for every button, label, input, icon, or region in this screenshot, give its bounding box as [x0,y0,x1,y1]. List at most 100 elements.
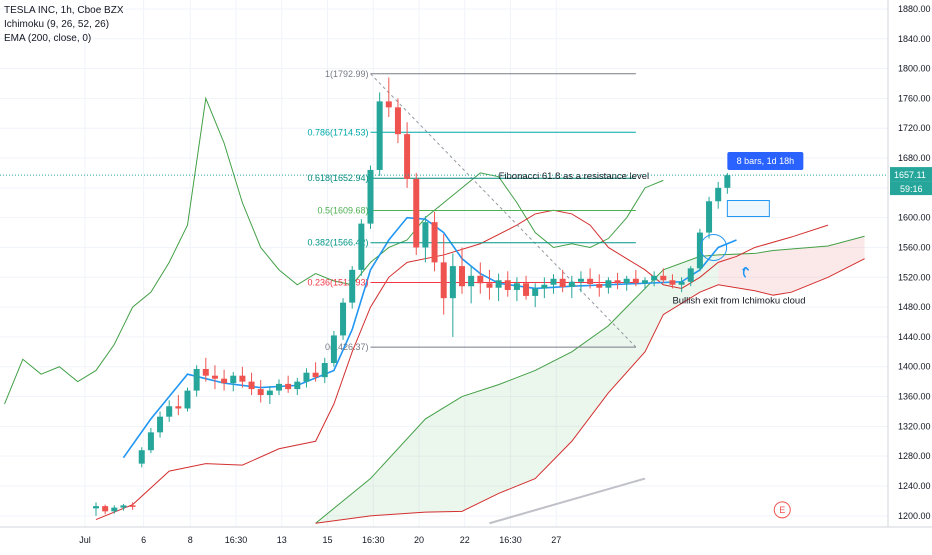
candle [577,271,584,293]
candle-body [660,275,667,281]
fibonacci-retracement[interactable]: 1(1792.99) 0.786(1714.53) 0.618(1652.94) 0.… [307,69,637,352]
candle [111,505,118,514]
candle-body [642,280,648,284]
fib-level-0.5-label: 0.5(1609.68) [317,205,368,215]
candle [532,283,539,308]
cloud-bearish [718,236,865,296]
candle [559,269,566,293]
candle [504,271,511,297]
time-axis[interactable]: Jul 6 8 16:30 13 15 16:30 20 22 16:30 27 [0,526,932,545]
candle-body [550,278,557,285]
candlesticks [93,77,731,516]
candle-body [532,288,539,296]
fib-level-0.236-label: 0.236(1512.93) [307,278,368,288]
candle [276,379,282,396]
candle-body [577,278,584,282]
candle [394,98,401,144]
candle-body [523,283,530,296]
candle [120,503,127,511]
candle [294,377,301,396]
candle [230,371,237,392]
fib-level-0.382-label: 0.382(1566.42) [307,238,368,248]
last-price-tag [890,167,932,182]
candle [340,298,347,340]
candle [175,395,182,416]
candle-body [468,275,475,287]
candle-body [157,416,164,433]
symbol-title[interactable]: TESLA INC, 1h, Cboe BZX [4,5,124,16]
candle [660,268,667,284]
candle-body [111,507,118,512]
candle-body [422,222,429,248]
candle-body [632,278,639,284]
candle [321,357,328,384]
candle-body [614,280,621,284]
ema-legend[interactable]: EMA (200, close, 0) [4,33,92,44]
base-line [95,209,829,521]
candle [605,277,612,294]
price-tick-label: 1720.00 [898,123,931,133]
candle-body [294,381,301,390]
price-axis[interactable]: 1200.00 1240.00 1280.00 1320.00 1360.00 1400.… [887,0,932,527]
candle-body [303,372,310,382]
candle-body [330,335,337,364]
candle [523,275,530,300]
leading-span-b [315,258,865,524]
candle [193,365,200,397]
candle [166,400,173,422]
candle [102,504,109,515]
price-tick-label: 1400.00 [898,362,931,372]
candle [367,165,374,229]
candle [706,196,713,239]
lagging-span [4,96,664,405]
ichimoku-cloud [315,235,865,524]
ichimoku-legend[interactable]: Ichimoku (9, 26, 52, 26) [4,19,110,30]
candle-body [605,280,612,288]
candle-body [129,505,136,507]
price-tick-label: 1280.00 [898,451,931,461]
candle [642,277,648,290]
price-tick-label: 1360.00 [898,392,931,402]
candle-body [248,381,255,390]
candle-body [266,390,273,396]
trend-line [489,477,646,525]
candle [623,275,630,291]
candle [266,386,273,405]
candle-body [349,269,356,303]
candle [422,216,429,263]
candle-body [166,406,173,417]
price-tick-label: 1800.00 [898,64,931,74]
annotations[interactable]: Fibonacci 61.8 as a resistance level Bull… [0,152,888,519]
highlight-circle [700,233,728,261]
price-tick-label: 1760.00 [898,93,931,103]
candle [221,369,228,391]
candle [413,172,420,255]
time-tick-label: 13 [277,535,287,545]
candle [330,330,337,367]
candle [651,271,658,287]
candle-body [513,283,520,290]
candle-body [358,223,365,270]
candle-body [221,378,228,384]
candle [513,277,520,302]
candle [596,274,603,297]
candle-body [257,389,264,396]
bars-range-badge [727,152,804,171]
candle [257,380,264,403]
price-tick-label: 1600.00 [898,213,931,223]
candle [459,247,465,294]
candle [550,274,557,294]
candle [587,268,594,289]
candle [248,372,255,396]
candle [431,211,438,272]
candle [285,375,292,393]
fib-level-1-label: 1(1792.99) [325,69,369,79]
candle-body [706,201,713,233]
candle-body [285,383,292,390]
candle-body [541,284,548,289]
candle [404,122,411,188]
time-tick-label: 15 [322,535,332,545]
candle-body [376,101,383,170]
